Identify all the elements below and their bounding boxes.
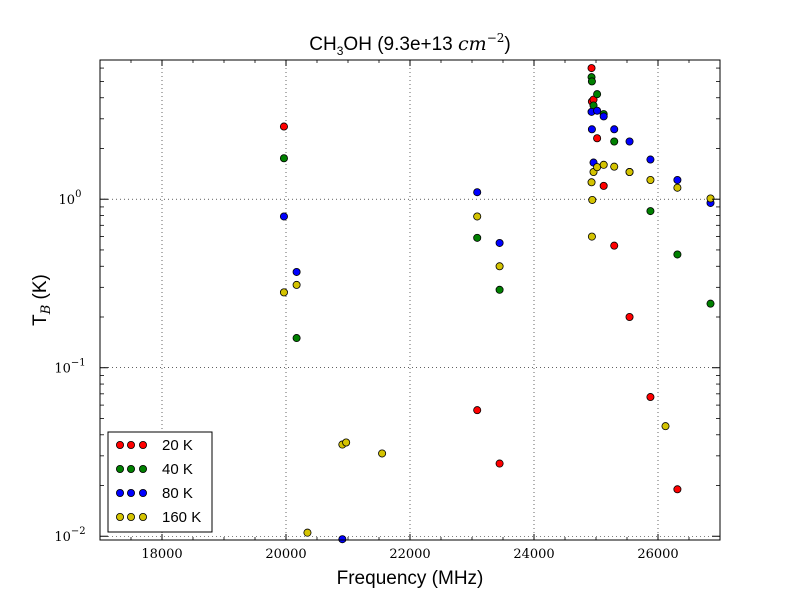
data-point xyxy=(646,155,655,164)
data-point xyxy=(610,241,619,250)
legend-label: 40 K xyxy=(162,461,193,478)
data-point xyxy=(279,154,288,163)
y-tick-label: 100 xyxy=(59,189,82,208)
data-point xyxy=(473,212,482,221)
legend-marker xyxy=(127,488,136,497)
data-point xyxy=(610,162,619,171)
data-point xyxy=(610,125,619,134)
legend-box xyxy=(107,431,213,533)
data-point xyxy=(473,406,482,415)
legend-marker xyxy=(127,513,136,522)
data-point xyxy=(587,232,596,241)
data-point xyxy=(495,285,504,294)
legend-marker xyxy=(138,513,147,522)
data-point xyxy=(473,233,482,242)
y-axis-label: TB (K) xyxy=(30,274,54,326)
legend-marker xyxy=(138,488,147,497)
data-point xyxy=(292,280,301,289)
data-point xyxy=(593,163,602,172)
data-point xyxy=(342,438,351,447)
data-points xyxy=(279,64,715,544)
data-point xyxy=(495,459,504,468)
x-tick-label: 20000 xyxy=(265,547,306,562)
data-point xyxy=(279,288,288,297)
data-point xyxy=(495,262,504,271)
data-point xyxy=(495,238,504,247)
data-point xyxy=(587,64,596,73)
data-point xyxy=(378,449,387,458)
x-tick-label: 22000 xyxy=(389,547,430,562)
data-point xyxy=(706,299,715,308)
x-axis-label: Frequency (MHz) xyxy=(337,568,484,589)
data-point xyxy=(279,122,288,131)
data-point xyxy=(587,125,596,134)
legend-label: 20 K xyxy=(162,437,193,454)
legend-marker xyxy=(138,440,147,449)
data-point xyxy=(646,393,655,402)
data-point xyxy=(646,176,655,185)
data-point xyxy=(625,137,634,146)
data-point xyxy=(673,250,682,259)
data-point xyxy=(593,106,602,115)
data-point xyxy=(292,267,301,276)
legend: 20 K 40 K 80 K 160 K xyxy=(107,431,213,533)
data-point xyxy=(587,178,596,187)
x-tick-label: 18000 xyxy=(141,547,182,562)
x-tick-label: 24000 xyxy=(513,547,554,562)
series-3 xyxy=(279,160,715,537)
legend-label: 80 K xyxy=(162,485,193,502)
legend-marker xyxy=(127,440,136,449)
data-point xyxy=(673,485,682,494)
y-tick-label: 10−2 xyxy=(54,526,85,545)
ticks: 18000 20000 22000 24000 26000 10−2 10−1 100 xyxy=(54,60,721,562)
data-point xyxy=(673,176,682,185)
data-point xyxy=(473,188,482,197)
legend-marker xyxy=(116,488,125,497)
data-point xyxy=(599,181,608,190)
data-point xyxy=(588,195,597,204)
data-point xyxy=(673,183,682,192)
legend-marker xyxy=(116,513,125,522)
data-point xyxy=(646,207,655,216)
legend-marker xyxy=(138,464,147,473)
data-point xyxy=(610,137,619,146)
legend-marker xyxy=(116,464,125,473)
legend-label: 160 K xyxy=(162,509,201,526)
data-point xyxy=(625,312,634,321)
data-point xyxy=(599,160,608,169)
legend-marker xyxy=(116,440,125,449)
data-point xyxy=(303,528,312,537)
y-tick-label: 10−1 xyxy=(54,358,85,377)
data-point xyxy=(599,112,608,121)
data-point xyxy=(587,77,596,86)
data-point xyxy=(661,422,670,431)
data-point xyxy=(292,334,301,343)
chart-title: CH3OH (9.3e+13 cm−2) xyxy=(309,31,510,58)
data-point xyxy=(625,168,634,177)
x-tick-label: 26000 xyxy=(637,547,678,562)
data-point xyxy=(706,194,715,203)
data-point xyxy=(338,535,347,544)
data-point xyxy=(593,90,602,99)
data-point xyxy=(279,212,288,221)
legend-marker xyxy=(127,464,136,473)
series-0 xyxy=(279,64,682,494)
grid xyxy=(100,60,720,540)
data-point xyxy=(593,134,602,143)
